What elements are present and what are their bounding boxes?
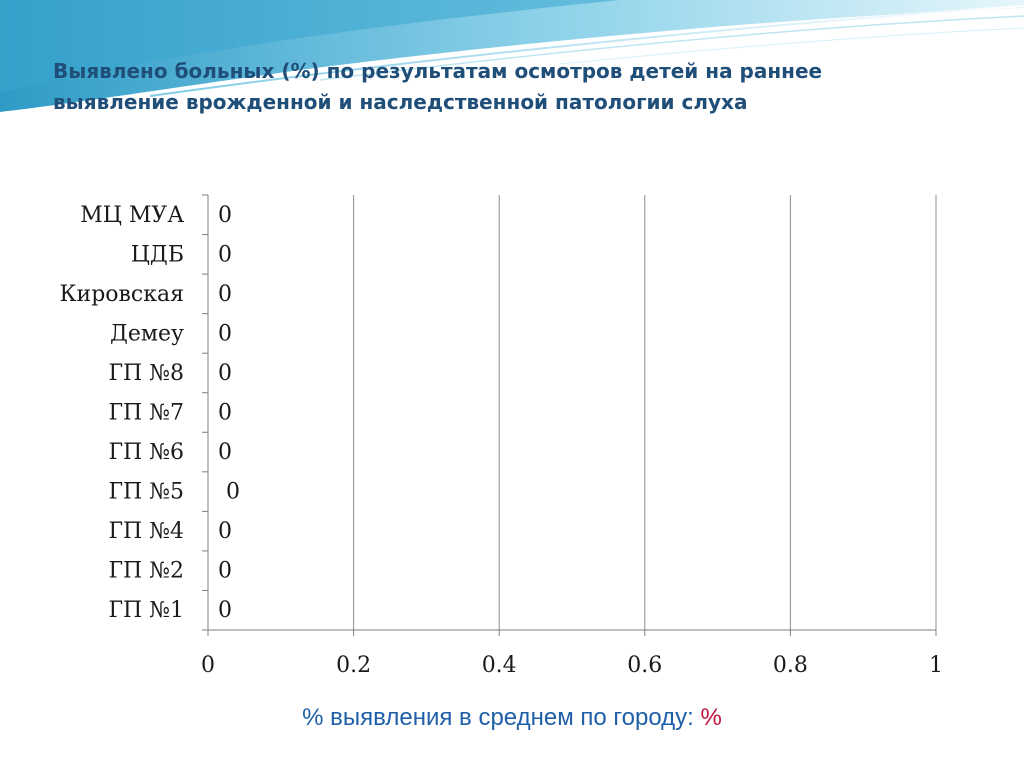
data-label: 0 <box>218 401 232 426</box>
city-average-note: % выявления в среднем по городу: % <box>0 704 1024 732</box>
title-line-1: Выявлено больных (%) по результатам осмо… <box>53 59 823 83</box>
data-label: 0 <box>218 321 232 346</box>
category-labels: МЦ МУА ЦДБ Кировская Демеу ГП №8 ГП №7 ГП №6 ГП… <box>60 203 185 623</box>
slide-title: Выявлено больных (%) по результатам осмо… <box>53 56 953 118</box>
city-average-value: % <box>700 704 722 731</box>
grid-lines <box>353 195 937 630</box>
data-label: 0 <box>218 598 232 623</box>
data-label: 0 <box>218 203 232 228</box>
x-tick-label: 0.8 <box>773 653 808 678</box>
category-label: ГП №4 <box>108 519 184 544</box>
axes <box>202 194 937 636</box>
data-label: 0 <box>218 559 232 584</box>
data-label: 0 <box>218 282 232 307</box>
data-label: 0 <box>218 242 232 267</box>
category-label: ГП №6 <box>108 440 184 465</box>
category-label: ГП №7 <box>108 401 184 426</box>
data-label: 0 <box>218 440 232 465</box>
category-label: ЦДБ <box>131 242 184 267</box>
data-label: 0 <box>226 480 240 505</box>
category-label: Кировская <box>60 282 184 307</box>
category-label: ГП №8 <box>108 361 184 386</box>
x-tick-label: 0 <box>201 653 215 678</box>
category-label: Демеу <box>110 321 184 346</box>
data-label: 0 <box>218 361 232 386</box>
category-label: ГП №1 <box>108 598 184 623</box>
data-labels: 0 0 0 0 0 0 0 0 0 0 0 <box>218 203 240 623</box>
title-line-2: выявление врожденной и наследственной па… <box>53 90 748 114</box>
category-label: ГП №5 <box>108 480 184 505</box>
data-label: 0 <box>218 519 232 544</box>
city-average-label: % выявления в среднем по городу: <box>302 704 694 731</box>
x-tick-label: 0.2 <box>336 653 371 678</box>
x-tick-label: 0.6 <box>627 653 662 678</box>
category-label: МЦ МУА <box>80 203 184 228</box>
x-tick-label: 0.4 <box>482 653 517 678</box>
x-tick-label: 1 <box>929 653 943 678</box>
category-label: ГП №2 <box>108 559 184 584</box>
x-tick-labels: 0 0.2 0.4 0.6 0.8 1 <box>201 653 943 678</box>
header-wave-decoration <box>0 0 1024 112</box>
